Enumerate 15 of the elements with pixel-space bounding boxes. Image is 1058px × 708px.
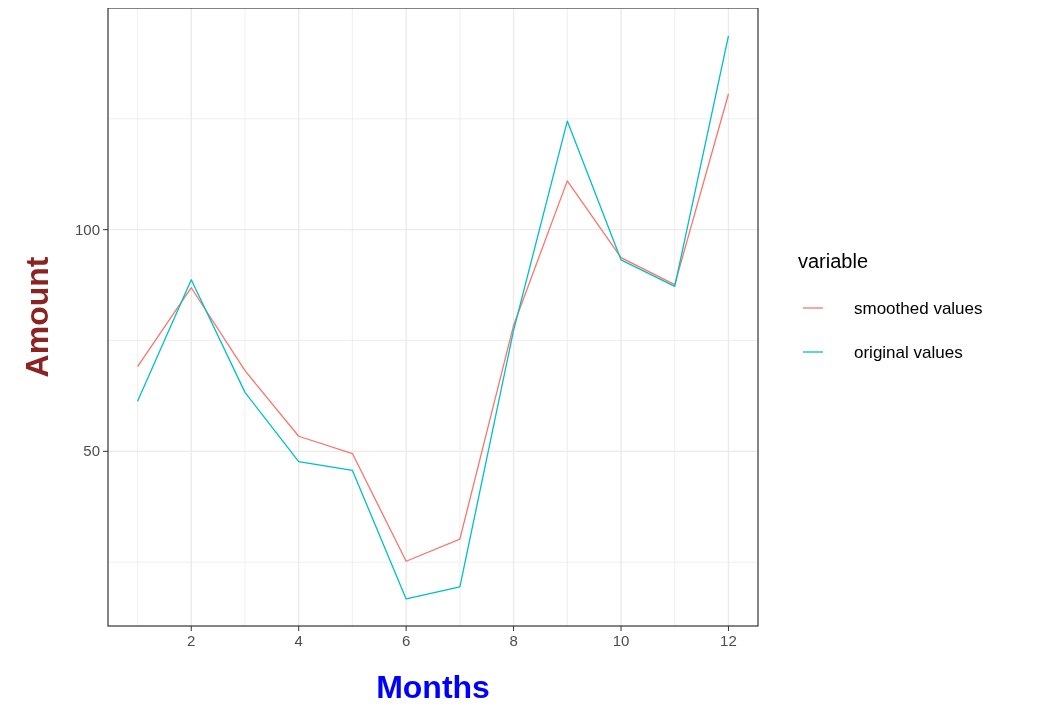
x-tick-label: 4 <box>294 632 303 649</box>
x-tick-label: 8 <box>509 632 518 649</box>
line-series <box>136 93 730 562</box>
x-tick-label: 10 <box>612 632 630 649</box>
x-axis-title: Months <box>376 669 490 705</box>
x-tick-label: 12 <box>720 632 737 649</box>
y-tick-label: 50 <box>83 442 100 460</box>
x-tick-label: 6 <box>401 632 411 649</box>
legend-label: original values <box>854 343 963 362</box>
y-axis-title: Amount <box>19 256 55 378</box>
y-tick-label: 100 <box>74 220 100 238</box>
legend-label: smoothed values <box>854 299 983 318</box>
x-tick-label: 2 <box>187 632 196 649</box>
legend-title: variable <box>798 250 869 272</box>
line-series <box>136 35 730 600</box>
